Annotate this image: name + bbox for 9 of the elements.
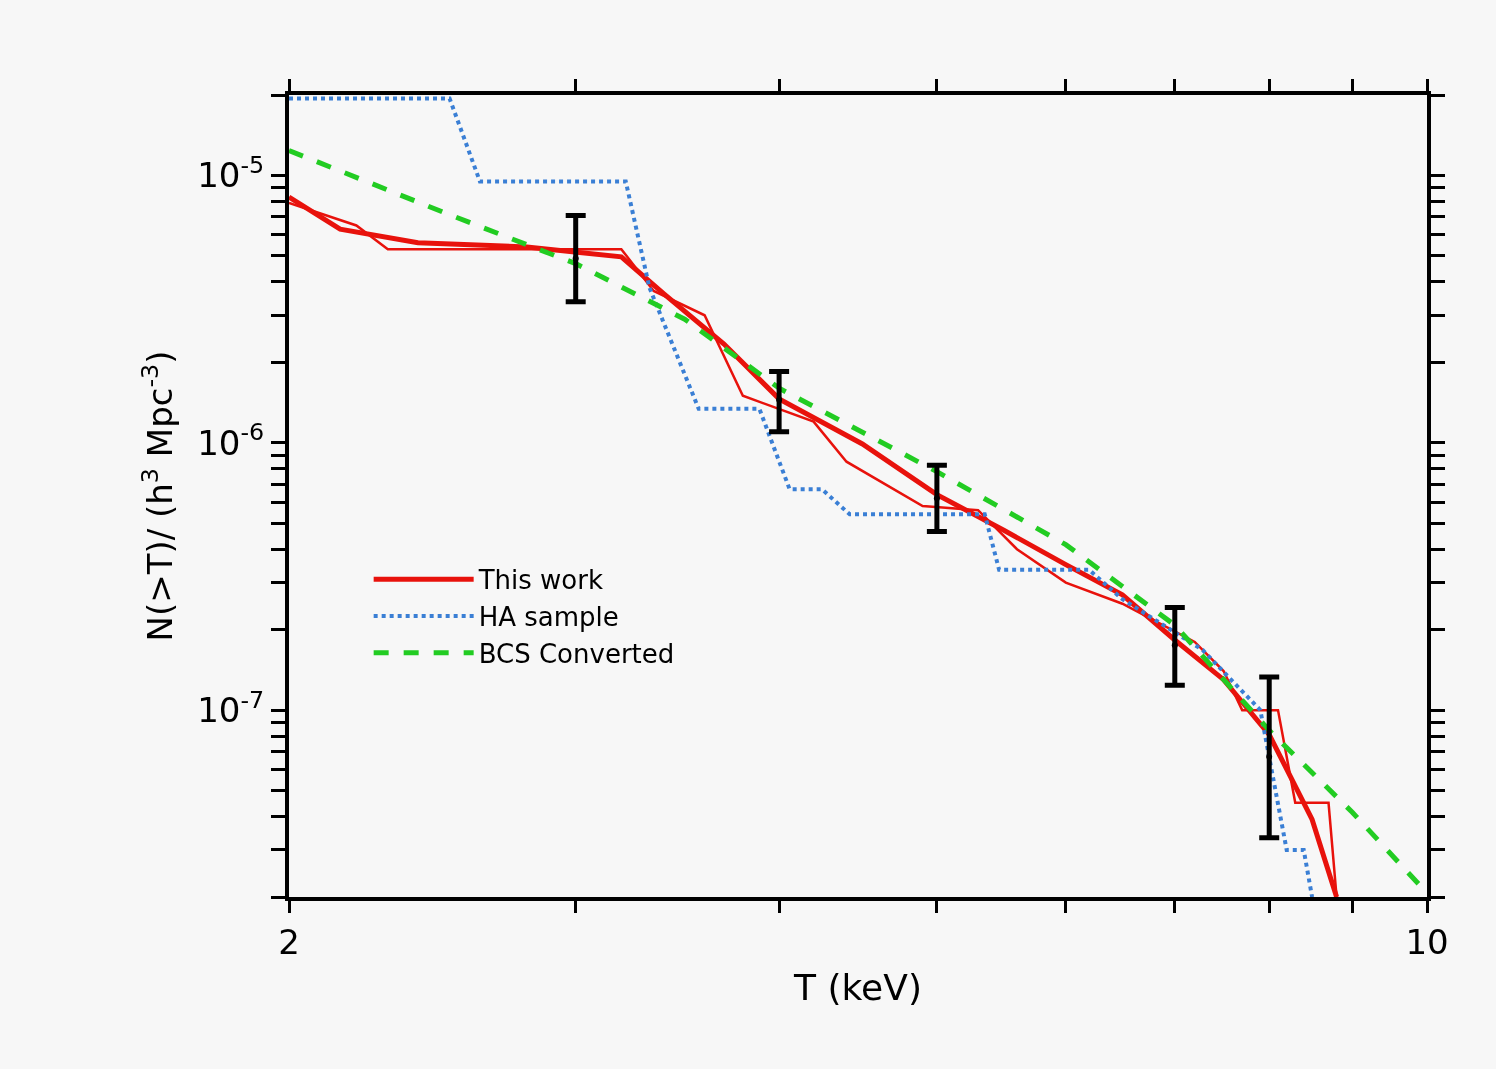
y-tick-label: 10$^{-7}$ bbox=[197, 685, 265, 731]
x-tick-label: 2 bbox=[278, 921, 300, 962]
legend-label: BCS Converted bbox=[478, 638, 675, 669]
y-tick-label: 10$^{-5}$ bbox=[197, 151, 265, 196]
legend-label: HA sample bbox=[478, 602, 619, 633]
x-axis-title: T (keV) bbox=[793, 967, 922, 1008]
x-tick-label: 10 bbox=[1405, 921, 1449, 962]
y-tick-label: 10$^{-6}$ bbox=[197, 418, 265, 463]
legend-label: This work bbox=[477, 565, 603, 596]
